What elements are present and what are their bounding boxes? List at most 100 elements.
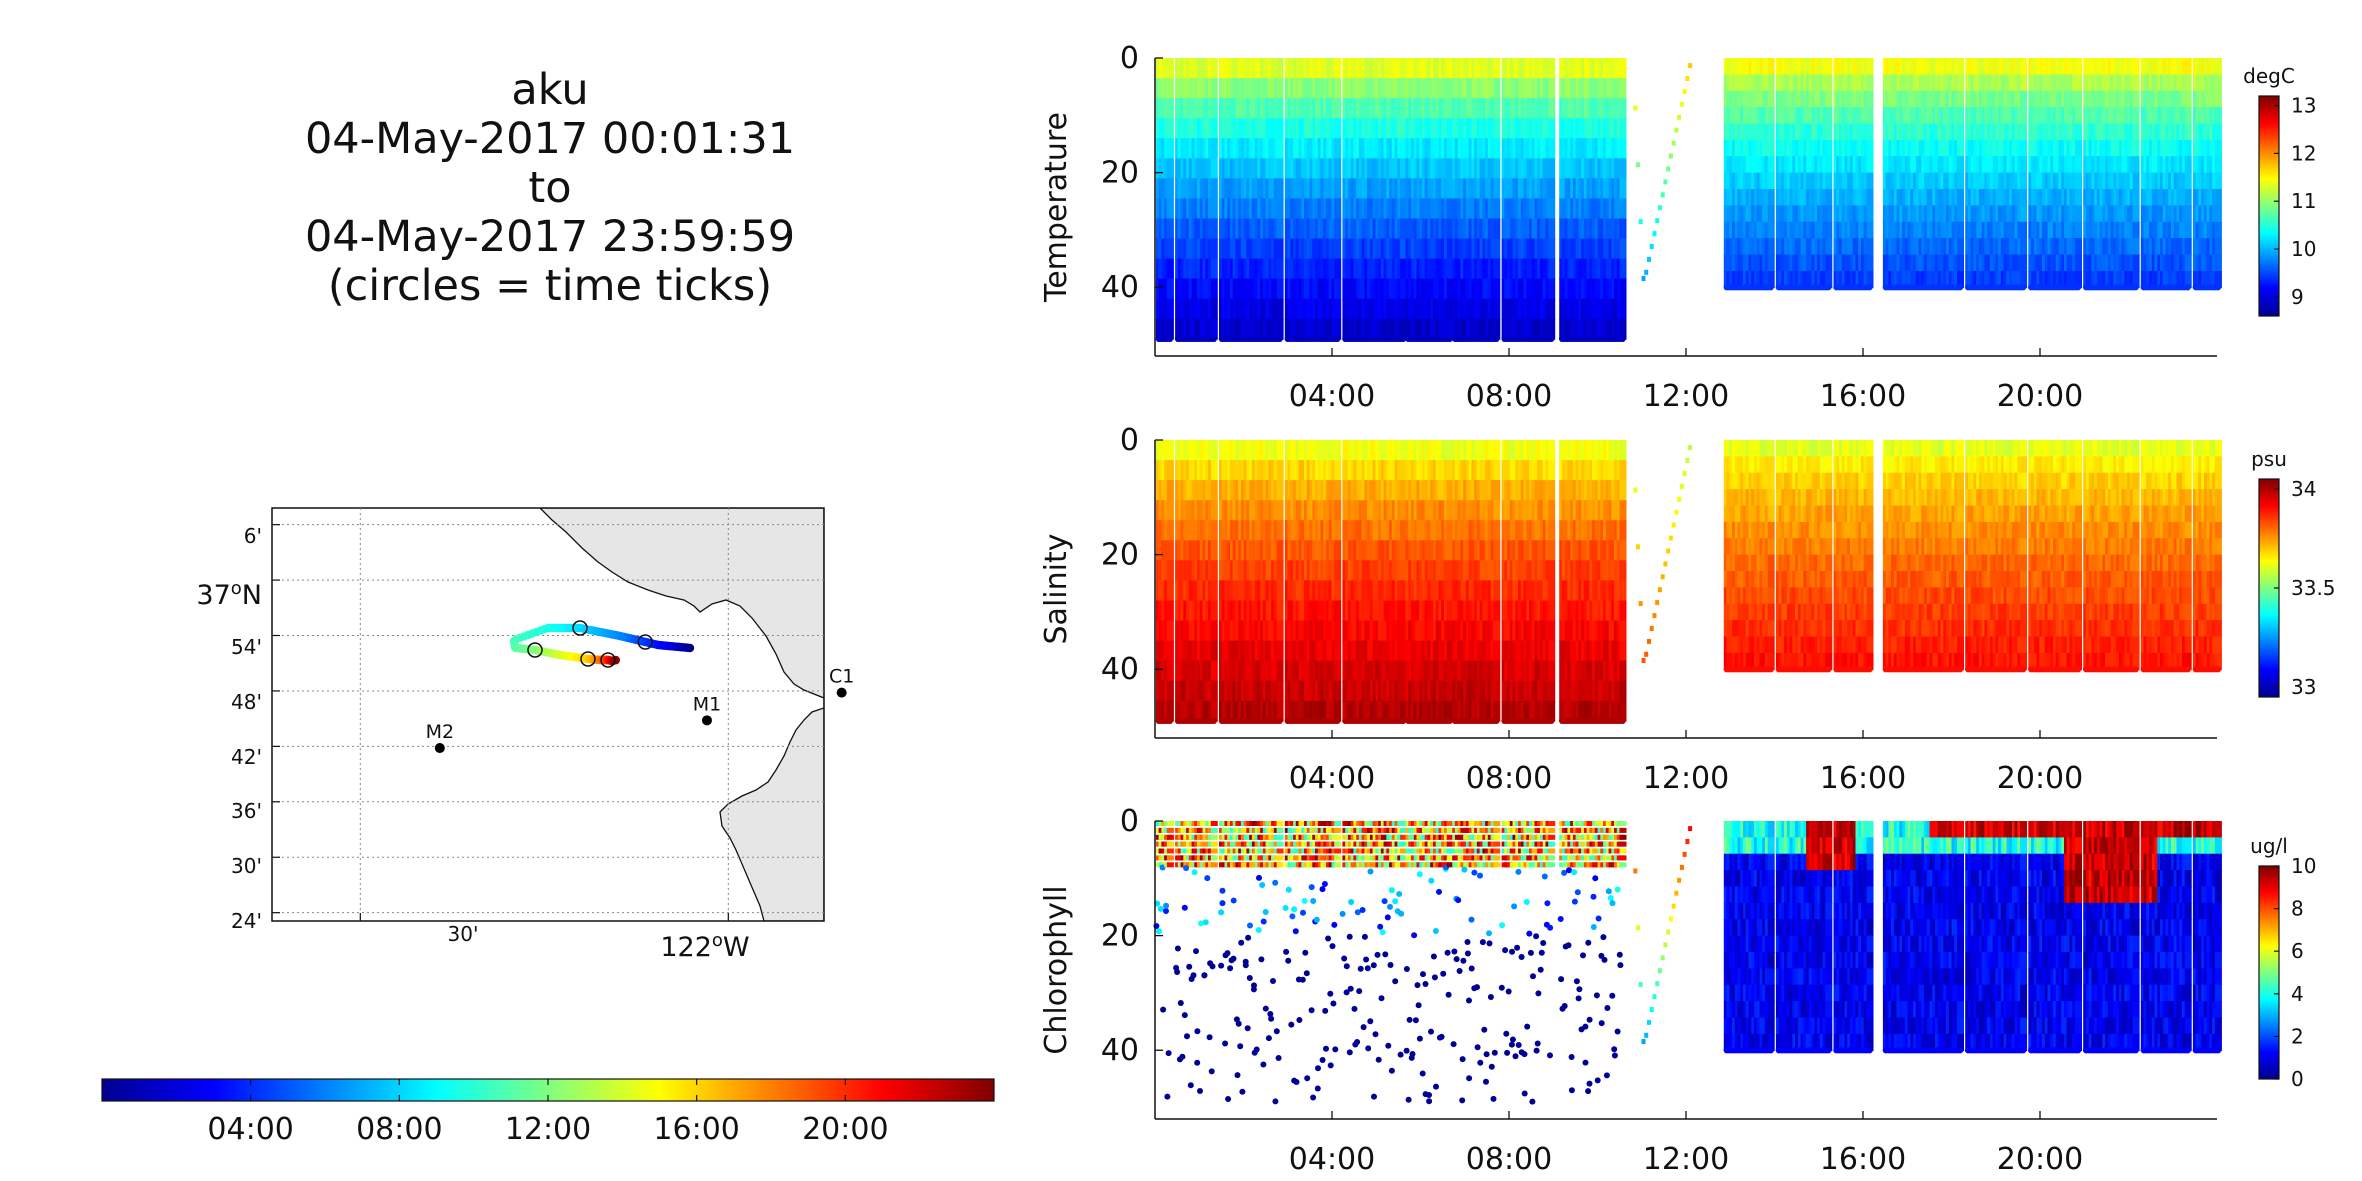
cast-segment (1825, 270, 1833, 289)
cast-segment (1548, 318, 1556, 340)
cast-segment (1866, 58, 1874, 76)
cast-segment (1334, 118, 1342, 140)
cast-segment (2132, 189, 2140, 207)
cast-segment (1866, 90, 1874, 108)
cast-segment (1334, 258, 1342, 280)
cast-segment (2184, 139, 2192, 158)
cast-segment (2132, 270, 2140, 289)
cast-segment (1400, 118, 1408, 140)
cast-segment (1957, 189, 1964, 207)
cast-segment (1866, 205, 1874, 223)
cast-segment (1619, 298, 1627, 320)
cast-segment (1400, 178, 1408, 200)
cast-segment (1866, 254, 1874, 272)
cast-segment (1619, 198, 1627, 220)
title-line-1: aku (511, 65, 589, 115)
cast-segment (2075, 58, 2082, 76)
cast-point (1688, 63, 1693, 69)
time-tick-circle (637, 634, 654, 650)
cast-bottom-point (1446, 335, 1453, 342)
cast-segment (2020, 205, 2028, 223)
cast-segment (1210, 198, 1218, 220)
cast-point (1641, 276, 1646, 281)
cast-segment (1548, 58, 1556, 79)
cast-segment (1619, 118, 1627, 140)
cast-point (1649, 244, 1654, 249)
cast-segment (2132, 107, 2140, 125)
cast-segment (1276, 318, 1284, 340)
cast-segment (1825, 205, 1833, 223)
lat-label-48: 48' (231, 690, 262, 714)
cast-segment (1957, 254, 1964, 272)
cast-segment (1400, 78, 1408, 99)
cast-segment (1825, 107, 1833, 125)
cast-segment (1276, 218, 1284, 240)
cast-segment (2020, 107, 2028, 125)
cast-bottom-point (1866, 284, 1873, 291)
cast-segment (2184, 58, 2192, 76)
cast-segment (1210, 118, 1218, 140)
cast-segment (1446, 58, 1454, 79)
cast-segment (2075, 238, 2082, 256)
cast-segment (1548, 258, 1556, 280)
cast-point (1666, 166, 1671, 172)
cast-segment (1210, 318, 1218, 340)
cast-segment (1166, 318, 1174, 340)
cast-segment (2184, 238, 2192, 256)
figure-title: aku 04-May-2017 00:01:31 to 04-May-2017 … (250, 66, 850, 311)
cast-segment (2184, 189, 2192, 207)
cast-segment (1548, 178, 1556, 200)
cast-segment (1957, 205, 1964, 223)
cast-point (1655, 218, 1660, 224)
cast-segment (1334, 78, 1342, 99)
cast-segment (2075, 172, 2082, 190)
cast-segment (1957, 90, 1964, 108)
cast-segment (1446, 158, 1454, 180)
map-gridlines (272, 508, 824, 921)
cast-point (1685, 76, 1690, 81)
cast-segment (1400, 218, 1408, 240)
cast-segment (1446, 278, 1454, 300)
cast-point (1636, 162, 1640, 168)
cast-segment (2132, 172, 2140, 190)
cast-segment (1825, 221, 1833, 239)
cast-segment (2020, 238, 2028, 256)
cast-segment (1767, 270, 1775, 289)
cast-segment (2132, 74, 2140, 92)
time-tick-circle (580, 651, 596, 667)
cast-segment (1767, 139, 1775, 158)
cast-segment (2184, 74, 2192, 92)
cast-segment (2184, 254, 2192, 272)
cast-segment (2075, 221, 2082, 239)
cast-segment (1825, 74, 1833, 92)
cast-segment (1446, 218, 1454, 240)
cast-point (1679, 101, 1684, 107)
cast-segment (1210, 158, 1218, 180)
cast-segment (2184, 270, 2192, 289)
cast-bottom-point (1548, 335, 1555, 342)
cast-segment (1825, 139, 1833, 158)
cast-segment (2132, 156, 2140, 174)
cast-segment (1400, 158, 1408, 180)
temperature-profile-data (1155, 58, 2222, 342)
title-line-2: 04-May-2017 00:01:31 (304, 114, 796, 164)
cast-segment (1548, 98, 1556, 119)
cast-segment (1210, 78, 1218, 99)
cast-point (1633, 105, 1638, 111)
cast-segment (2075, 205, 2082, 223)
cast-bottom-point (1210, 335, 1218, 342)
lat-label-6: 6' (244, 524, 262, 548)
cast-segment (1334, 58, 1342, 79)
map-axis-labels: 6' 37oN 54' 48' 42' 36' 30' 24' 30' 122o… (196, 524, 749, 963)
cast-segment (2132, 123, 2140, 141)
cast-segment (1767, 221, 1775, 239)
time-colorbar-tick-label: 12:00 (505, 1112, 591, 1147)
cast-segment (1400, 238, 1408, 260)
station-marker (701, 715, 712, 726)
cast-segment (1493, 318, 1501, 340)
time-colorbar-tick-label: 08:00 (356, 1112, 442, 1147)
